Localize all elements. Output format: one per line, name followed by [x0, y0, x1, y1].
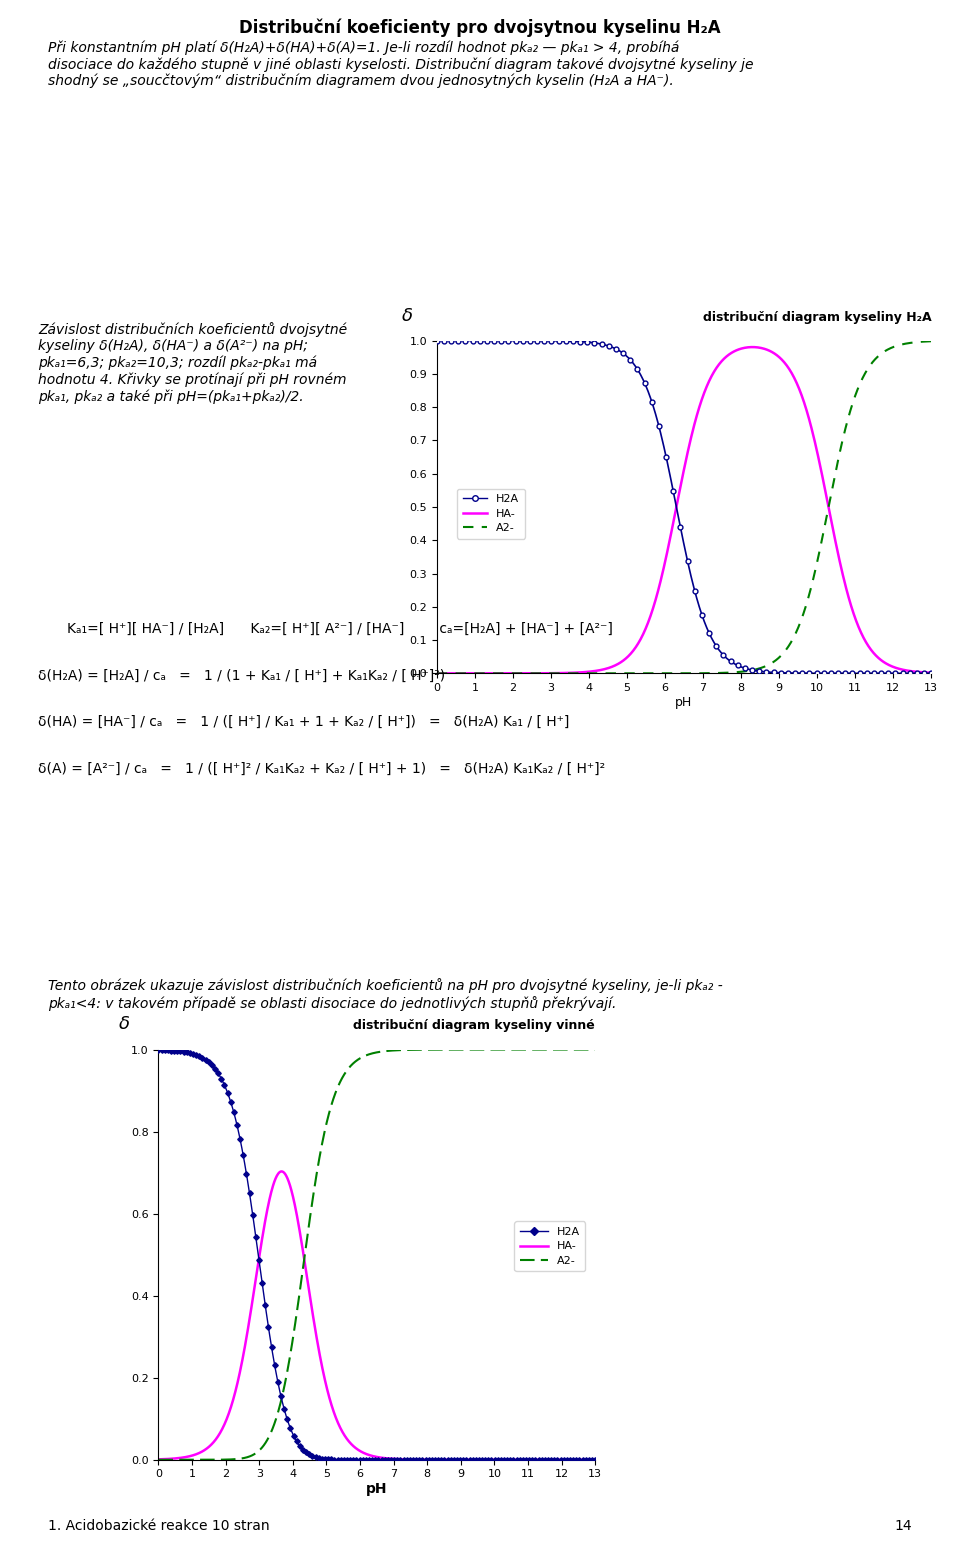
Text: δ: δ: [119, 1015, 131, 1033]
Text: 14: 14: [895, 1519, 912, 1533]
Text: Závislost distribučních koeficientů dvojsytné
kyseliny δ(H₂A), δ(HA⁻) a δ(A²⁻) n: Závislost distribučních koeficientů dvoj…: [38, 322, 348, 404]
Text: δ(HA) = [HA⁻] / cₐ   =   1 / ([ H⁺] / Kₐ₁ + 1 + Kₐ₂ / [ H⁺])   =   δ(H₂A) Kₐ₁ / : δ(HA) = [HA⁻] / cₐ = 1 / ([ H⁺] / Kₐ₁ + …: [38, 715, 570, 729]
X-axis label: pH: pH: [366, 1483, 388, 1497]
Text: δ(A) = [A²⁻] / cₐ   =   1 / ([ H⁺]² / Kₐ₁Kₐ₂ + Kₐ₂ / [ H⁺] + 1)   =   δ(H₂A) Kₐ₁: δ(A) = [A²⁻] / cₐ = 1 / ([ H⁺]² / Kₐ₁Kₐ₂…: [38, 762, 606, 776]
Text: Při konstantním pH platí δ(H₂A)+δ(HA)+δ(A)=1. Je-li rozdíl hodnot pkₐ₂ — pkₐ₁ > : Při konstantním pH platí δ(H₂A)+δ(HA)+δ(…: [48, 40, 754, 88]
Legend: H2A, HA-, A2-: H2A, HA-, A2-: [515, 1221, 586, 1271]
Text: distribuční diagram kyseliny vinné: distribuční diagram kyseliny vinné: [353, 1019, 595, 1033]
Text: distribuční diagram kyseliny H₂A: distribuční diagram kyseliny H₂A: [703, 311, 931, 324]
Text: 1. Acidobazické reakce 10 stran: 1. Acidobazické reakce 10 stran: [48, 1519, 270, 1533]
Legend: H2A, HA-, A2-: H2A, HA-, A2-: [457, 489, 525, 539]
Text: Kₐ₁=[ H⁺][ HA⁻] / [H₂A]      Kₐ₂=[ H⁺][ A²⁻] / [HA⁻]        cₐ=[H₂A] + [HA⁻] + [: Kₐ₁=[ H⁺][ HA⁻] / [H₂A] Kₐ₂=[ H⁺][ A²⁻] …: [67, 622, 613, 636]
Text: Distribuční koeficienty pro dvojsytnou kyselinu H₂A: Distribuční koeficienty pro dvojsytnou k…: [239, 19, 721, 37]
Text: δ(H₂A) = [H₂A] / cₐ   =   1 / (1 + Kₐ₁ / [ H⁺] + Kₐ₁Kₐ₂ / [ H⁺]²): δ(H₂A) = [H₂A] / cₐ = 1 / (1 + Kₐ₁ / [ H…: [38, 669, 445, 683]
Text: δ: δ: [402, 307, 413, 325]
Text: Tento obrázek ukazuje závislost distribučních koeficientů na pH pro dvojsytné ky: Tento obrázek ukazuje závislost distribu…: [48, 978, 723, 1011]
X-axis label: pH: pH: [676, 697, 692, 709]
